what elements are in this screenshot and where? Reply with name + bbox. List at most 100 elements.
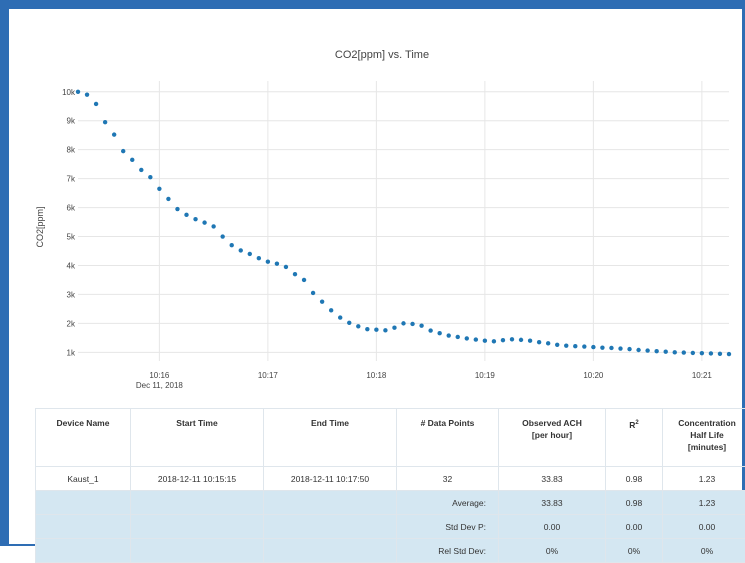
table-header-row: Device Name Start Time End Time # Data P… (36, 409, 745, 467)
x-tick-label: 10:21 (692, 371, 713, 380)
y-tick-label: 5k (67, 233, 76, 242)
data-point (654, 349, 658, 353)
data-point (419, 323, 423, 327)
data-point (709, 351, 713, 355)
x-tick-label: 10:20 (583, 371, 604, 380)
cell-half-life: 1.23 (663, 467, 745, 491)
data-point (609, 346, 613, 350)
header-r2: R2 (606, 409, 663, 467)
data-point (121, 149, 125, 153)
x-tick-label: 10:18 (366, 371, 387, 380)
summary-label: Std Dev P: (397, 515, 499, 539)
cell-r2: 0.98 (606, 467, 663, 491)
data-point (510, 337, 514, 341)
data-point (582, 344, 586, 348)
data-point (338, 315, 342, 319)
data-point (275, 262, 279, 266)
data-point (248, 252, 252, 256)
data-point (329, 308, 333, 312)
data-point (519, 338, 523, 342)
data-point (636, 348, 640, 352)
summary-label: Rel Std Dev: (397, 539, 499, 563)
header-half-line3: [minutes] (688, 442, 726, 452)
data-point (546, 341, 550, 345)
data-point (230, 243, 234, 247)
data-point (302, 278, 306, 282)
cell-device-name: Kaust_1 (36, 467, 131, 491)
data-point (437, 331, 441, 335)
data-point (501, 338, 505, 342)
data-point (555, 343, 559, 347)
data-point (94, 102, 98, 106)
data-point (428, 328, 432, 332)
data-point (175, 207, 179, 211)
data-point (528, 339, 532, 343)
data-point (85, 92, 89, 96)
data-point (645, 348, 649, 352)
data-point (320, 299, 324, 303)
data-point (718, 352, 722, 356)
summary-half-life: 0.00 (663, 515, 745, 539)
y-tick-label: 3k (67, 290, 76, 299)
header-observed-ach: Observed ACH[per hour] (499, 409, 606, 467)
y-tick-label: 1k (67, 348, 76, 357)
data-point (401, 321, 405, 325)
summary-half-life: 1.23 (663, 491, 745, 515)
header-device-name: Device Name (36, 409, 131, 467)
y-tick-label: 2k (67, 319, 76, 328)
data-point (139, 168, 143, 172)
data-point (456, 335, 460, 339)
summary-r2: 0.98 (606, 491, 663, 515)
data-point (600, 345, 604, 349)
summary-r2: 0% (606, 539, 663, 563)
y-tick-label: 10k (62, 88, 76, 97)
cell-data-points: 32 (397, 467, 499, 491)
data-point (492, 339, 496, 343)
x-tick-label: 10:16 (149, 371, 170, 380)
data-point (483, 339, 487, 343)
data-point (202, 220, 206, 224)
data-point (591, 345, 595, 349)
data-point (465, 336, 469, 340)
data-point (410, 322, 414, 326)
header-half-line2: Half Life (690, 430, 724, 440)
data-point (537, 340, 541, 344)
chart-title: CO2[ppm] vs. Time (21, 49, 743, 61)
data-point (76, 90, 80, 94)
data-point (347, 321, 351, 325)
data-point (148, 175, 152, 179)
grid-lines (78, 81, 729, 361)
data-point (112, 132, 116, 136)
cell-start-time: 2018-12-11 10:15:15 (131, 467, 264, 491)
cell-end-time: 2018-12-11 10:17:50 (264, 467, 397, 491)
y-axis-title: CO2[ppm] (35, 206, 45, 247)
y-tick-label: 7k (67, 175, 76, 184)
data-point (166, 197, 170, 201)
ach-results-table: Device Name Start Time End Time # Data P… (35, 408, 745, 563)
data-point (356, 324, 360, 328)
y-tick-label: 9k (67, 117, 76, 126)
data-point (383, 328, 387, 332)
data-point (627, 347, 631, 351)
summary-ach: 0.00 (499, 515, 606, 539)
data-points (76, 90, 731, 357)
x-tick-label: 10:19 (475, 371, 496, 380)
data-point (447, 333, 451, 337)
header-data-points: # Data Points (397, 409, 499, 467)
summary-r2: 0.00 (606, 515, 663, 539)
header-end-time: End Time (264, 409, 397, 467)
summary-ach: 0% (499, 539, 606, 563)
data-point (284, 265, 288, 269)
data-point (691, 351, 695, 355)
data-point (573, 344, 577, 348)
cell-ach: 33.83 (499, 467, 606, 491)
x-date-label: Dec 11, 2018 (136, 381, 184, 390)
data-point (257, 256, 261, 260)
data-point (682, 350, 686, 354)
data-point (211, 224, 215, 228)
table-row: Kaust_1 2018-12-11 10:15:15 2018-12-11 1… (36, 467, 745, 491)
data-point (700, 351, 704, 355)
data-point (239, 248, 243, 252)
